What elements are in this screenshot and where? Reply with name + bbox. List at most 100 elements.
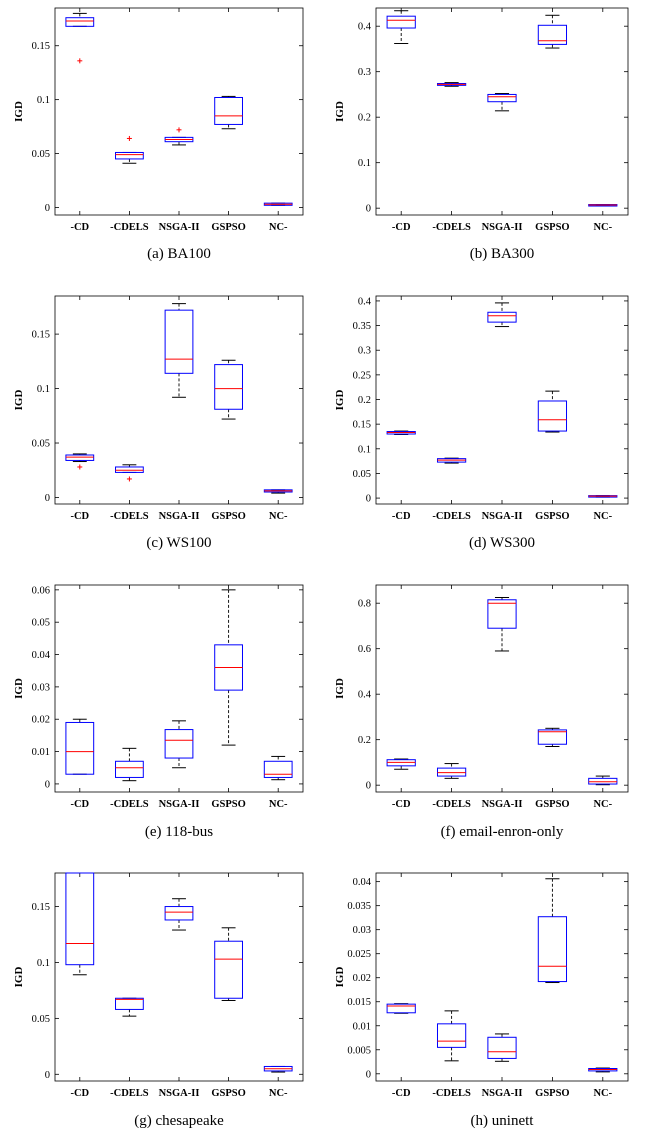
box-element xyxy=(537,878,568,984)
x-tick-label: -CDELS xyxy=(110,799,149,810)
box-element xyxy=(436,1010,467,1062)
panel-caption: (a) BA100 xyxy=(147,246,211,262)
y-tick-label: 0.2 xyxy=(358,735,371,746)
y-tick-label: 0 xyxy=(45,779,50,790)
x-tick-label: NSGA-II xyxy=(159,511,200,522)
x-tick-label: -CD xyxy=(392,1088,411,1099)
panel-caption: (g) chesapeake xyxy=(134,1113,224,1129)
box-element xyxy=(537,14,568,49)
panel-caption: (b) BA300 xyxy=(470,246,535,262)
x-tick-label: GSPSO xyxy=(211,511,245,522)
x-tick-label: NC- xyxy=(269,799,288,810)
y-tick-label: 0.05 xyxy=(32,439,50,450)
y-tick-label: 0.35 xyxy=(353,321,371,332)
y-tick-label: 0.04 xyxy=(353,877,372,888)
box-element xyxy=(263,489,293,494)
box-element xyxy=(263,1065,293,1073)
iqr-box xyxy=(537,729,568,745)
y-tick-label: 0.05 xyxy=(32,149,50,160)
y-tick-label: 0.4 xyxy=(358,690,372,701)
x-tick-label: NC- xyxy=(593,799,612,810)
iqr-box xyxy=(487,311,517,323)
x-tick-label: -CDELS xyxy=(432,799,471,810)
y-tick-label: 0 xyxy=(366,494,371,505)
box-element xyxy=(386,758,416,770)
iqr-box xyxy=(436,767,467,777)
iqr-box xyxy=(386,15,416,29)
x-tick-label: -CD xyxy=(392,511,411,522)
x-tick-label: NSGA-II xyxy=(159,799,200,810)
box-element xyxy=(164,127,194,146)
box-element xyxy=(537,727,568,748)
x-tick-label: -CDELS xyxy=(432,511,471,522)
y-tick-label: 0.15 xyxy=(32,330,50,341)
iqr-box xyxy=(537,24,568,45)
chart-panel: 0 0.1 0.2 0.3 0.4 IGD -CD -CDELS NSGA-II GSPSO NC-… xyxy=(334,7,629,262)
y-tick-label: 0.15 xyxy=(32,41,50,52)
x-tick-label: GSPSO xyxy=(211,799,245,810)
x-tick-label: NC- xyxy=(593,222,612,233)
panel-caption: (d) WS300 xyxy=(469,535,535,551)
box-element xyxy=(588,1067,618,1073)
box-element xyxy=(436,763,467,779)
y-tick-label: 0 xyxy=(366,204,371,215)
iqr-box xyxy=(487,1036,517,1059)
x-tick-label: -CDELS xyxy=(432,222,471,233)
x-tick-label: NSGA-II xyxy=(482,1088,523,1099)
y-tick-label: 0.1 xyxy=(358,158,371,169)
box-element xyxy=(115,135,144,164)
x-tick-label: NC- xyxy=(269,222,288,233)
x-tick-label: NSGA-II xyxy=(482,511,523,522)
iqr-box xyxy=(164,309,194,374)
box-element xyxy=(436,457,467,464)
iqr-box xyxy=(115,760,144,778)
iqr-box xyxy=(214,940,243,999)
iqr-box xyxy=(487,599,517,629)
box-element xyxy=(115,464,144,482)
box-element xyxy=(263,202,293,206)
iqr-box xyxy=(214,364,243,410)
y-tick-label: 0.015 xyxy=(347,997,371,1008)
x-tick-label: GSPSO xyxy=(535,799,569,810)
y-axis-label: IGD xyxy=(13,101,25,122)
box-element xyxy=(537,390,568,433)
panel-caption: (c) WS100 xyxy=(146,535,211,551)
y-tick-label: 0.02 xyxy=(353,973,371,984)
y-axis-label: IGD xyxy=(13,390,25,411)
outlier-marker xyxy=(77,464,83,470)
y-tick-label: 0.2 xyxy=(358,395,371,406)
x-tick-label: GSPSO xyxy=(535,222,569,233)
y-tick-label: 0.15 xyxy=(32,902,50,913)
box-element xyxy=(487,597,517,652)
chart-panel: 0 0.05 0.1 0.15 IGD -CD -CDELS NSGA-II GSPSO NC- (… xyxy=(13,7,304,262)
outlier-marker xyxy=(77,58,83,64)
y-tick-label: 0.025 xyxy=(347,949,371,960)
box-element xyxy=(588,495,618,498)
y-tick-label: 0.02 xyxy=(32,715,50,726)
chart-panel: 0 0.005 0.01 0.015 0.02 0.025 0.03 0.035 0.04 IGD… xyxy=(334,872,629,1129)
box-element xyxy=(65,12,95,64)
outlier-marker xyxy=(126,476,132,482)
axes-frame xyxy=(375,7,629,216)
iqr-box xyxy=(436,1023,467,1048)
y-axis-label: IGD xyxy=(334,678,346,699)
chart-panel: 0 0.05 0.1 0.15 IGD -CD -CDELS NSGA-II GSPSO NC- (… xyxy=(13,872,304,1129)
panel-caption: (h) uninett xyxy=(471,1113,535,1129)
chart-panel: 0 0.05 0.1 0.15 IGD -CD -CDELS NSGA-II GSPSO NC- (… xyxy=(13,295,304,551)
box-element xyxy=(386,10,416,44)
y-axis-label: IGD xyxy=(13,967,25,988)
y-tick-label: 0.04 xyxy=(32,650,51,661)
iqr-box xyxy=(263,760,293,778)
y-tick-label: 0.05 xyxy=(353,469,371,480)
outlier-marker xyxy=(176,127,182,133)
x-tick-label: NC- xyxy=(593,511,612,522)
iqr-box xyxy=(115,997,144,1010)
iqr-box xyxy=(115,151,144,160)
y-axis-label: IGD xyxy=(334,101,346,122)
y-tick-label: 0.01 xyxy=(353,1021,371,1032)
outlier-marker xyxy=(126,135,132,141)
y-tick-label: 0 xyxy=(45,1070,50,1081)
iqr-box xyxy=(487,93,517,103)
box-element xyxy=(214,95,243,130)
